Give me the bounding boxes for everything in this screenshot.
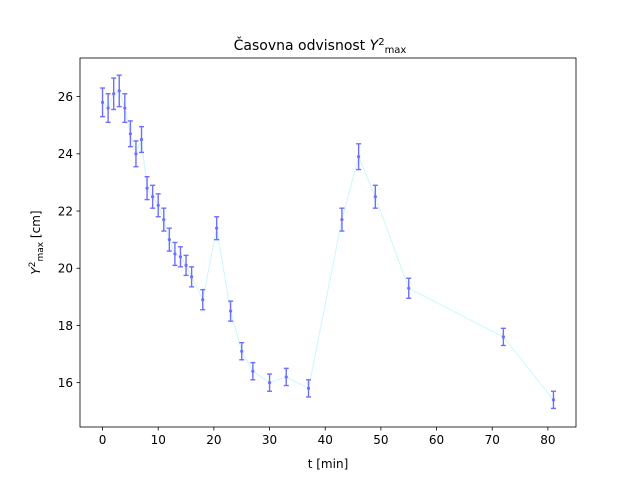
data-point bbox=[134, 152, 138, 156]
data-point-group bbox=[356, 143, 362, 171]
y-axis-label-unit: [cm] bbox=[29, 210, 43, 241]
x-tick-label: 0 bbox=[99, 433, 107, 447]
data-point-group bbox=[189, 266, 195, 288]
data-point-group bbox=[339, 207, 345, 232]
x-tick-label: 70 bbox=[485, 433, 500, 447]
data-point bbox=[357, 155, 361, 159]
data-point-group bbox=[267, 373, 273, 392]
data-point bbox=[201, 298, 205, 302]
y-tick-label: 22 bbox=[58, 204, 73, 218]
data-point-group bbox=[200, 288, 206, 311]
x-tick-label: 10 bbox=[151, 433, 166, 447]
data-point bbox=[139, 137, 144, 142]
data-point-group bbox=[283, 367, 289, 387]
data-point bbox=[123, 106, 127, 110]
data-point-group bbox=[127, 120, 133, 148]
data-point-group bbox=[250, 361, 256, 381]
data-point-group bbox=[150, 184, 156, 209]
data-point bbox=[340, 218, 344, 222]
chart-title-sub: max bbox=[385, 45, 407, 56]
data-point bbox=[215, 226, 219, 230]
data-point bbox=[267, 381, 272, 385]
data-point bbox=[240, 349, 244, 353]
y-tick-label: 20 bbox=[58, 262, 73, 276]
x-axis-label: t [min] bbox=[308, 457, 349, 471]
data-point bbox=[190, 275, 194, 279]
y-axis-label-var: Y bbox=[29, 266, 43, 275]
chart-title-base: Časovna odvisnost bbox=[234, 36, 370, 54]
y-axis-label: Y2max [cm] bbox=[28, 210, 46, 274]
data-point-group bbox=[100, 87, 106, 118]
data-point bbox=[306, 386, 311, 390]
data-point-group bbox=[172, 241, 178, 267]
data-point bbox=[145, 186, 149, 190]
data-point bbox=[167, 238, 171, 242]
x-tick-label: 50 bbox=[373, 433, 388, 447]
y-tick-label: 24 bbox=[58, 147, 73, 161]
chart-title-var: Y bbox=[370, 38, 380, 54]
data-point bbox=[173, 252, 177, 256]
data-point-group bbox=[111, 77, 117, 111]
axes-frame bbox=[79, 57, 577, 428]
y-tick-label: 18 bbox=[58, 319, 73, 333]
data-point bbox=[551, 398, 556, 402]
tick-layer: 0 10 20 30 40 50 60 70 80 16 18 20 22 24 26 bbox=[58, 90, 556, 447]
data-point-group bbox=[239, 341, 245, 361]
data-point-group bbox=[166, 227, 172, 252]
data-point-group bbox=[214, 216, 220, 241]
data-point bbox=[106, 106, 110, 110]
data-point-group bbox=[105, 93, 111, 124]
data-point-group bbox=[306, 379, 312, 398]
plot-layer bbox=[100, 74, 556, 410]
data-point-group bbox=[500, 327, 506, 347]
data-point bbox=[407, 286, 411, 290]
data-point-group bbox=[183, 254, 189, 277]
x-tick-label: 60 bbox=[429, 433, 444, 447]
data-point-group bbox=[177, 246, 183, 268]
data-point bbox=[112, 92, 116, 96]
data-point bbox=[178, 255, 183, 259]
data-point bbox=[151, 195, 155, 199]
data-point-group bbox=[228, 300, 234, 322]
data-point bbox=[100, 100, 105, 104]
data-point bbox=[284, 375, 288, 379]
series-line bbox=[102, 90, 554, 401]
data-point-group bbox=[550, 390, 556, 410]
data-point bbox=[162, 218, 166, 222]
y-axis-label-sub: max bbox=[36, 241, 46, 261]
data-point bbox=[501, 335, 505, 339]
y-axis-label-sup: 2 bbox=[28, 262, 38, 268]
data-point bbox=[117, 89, 121, 93]
y-tick-label: 26 bbox=[58, 90, 73, 104]
data-point-group bbox=[116, 74, 122, 108]
data-point-group bbox=[144, 176, 150, 201]
data-point bbox=[228, 309, 233, 313]
data-point bbox=[251, 369, 255, 373]
data-point-group bbox=[133, 140, 139, 168]
y-tick-label: 16 bbox=[58, 376, 73, 390]
data-point-group bbox=[139, 125, 145, 154]
data-point-group bbox=[122, 93, 128, 124]
data-point bbox=[156, 203, 160, 207]
data-point bbox=[373, 195, 377, 199]
chart-title-sup: 2 bbox=[378, 37, 384, 48]
x-tick-label: 20 bbox=[206, 433, 221, 447]
x-tick-label: 80 bbox=[540, 433, 555, 447]
data-point bbox=[184, 263, 188, 267]
data-point bbox=[128, 132, 132, 136]
data-point-group bbox=[161, 207, 167, 232]
data-point-group bbox=[155, 193, 161, 218]
x-tick-label: 30 bbox=[262, 433, 277, 447]
data-point-group bbox=[372, 184, 378, 209]
data-point-group bbox=[406, 277, 412, 299]
x-tick-label: 40 bbox=[318, 433, 333, 447]
chart-title: Časovna odvisnost Y2max bbox=[234, 36, 407, 56]
